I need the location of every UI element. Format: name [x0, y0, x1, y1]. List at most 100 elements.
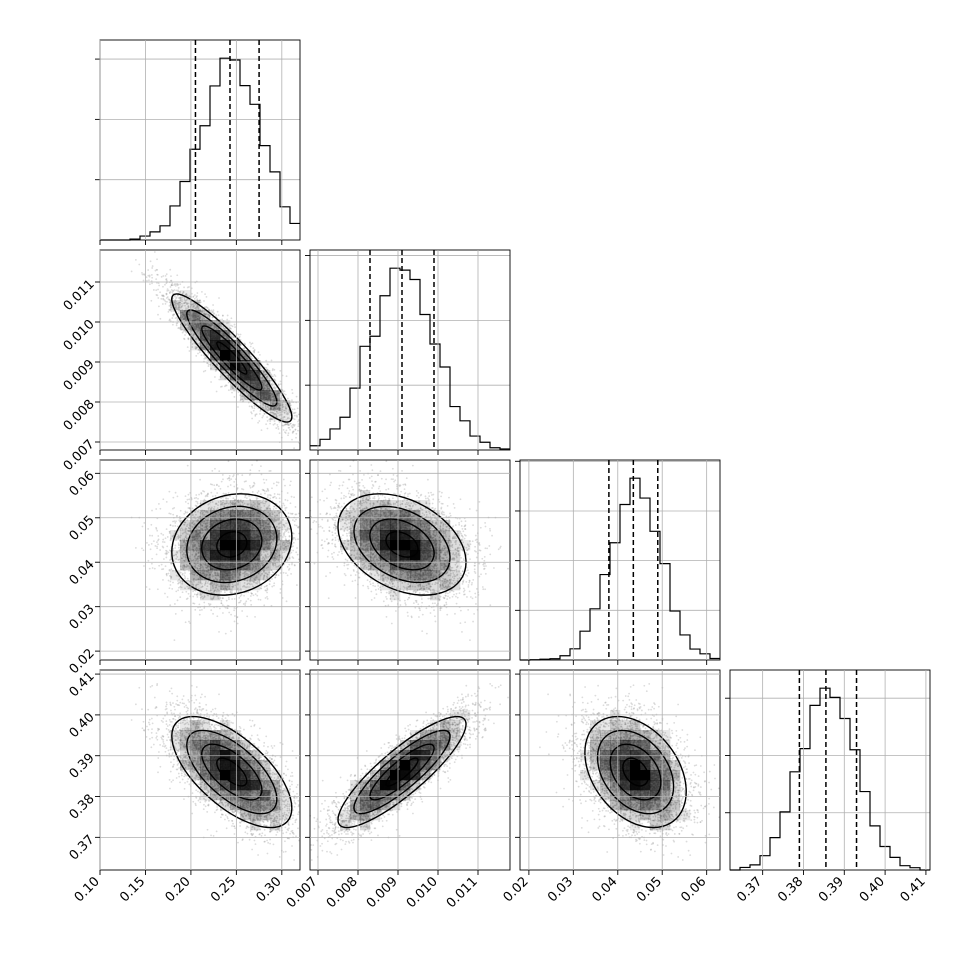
sample-point [151, 274, 153, 276]
sample-point [273, 424, 275, 426]
sample-point [271, 360, 273, 362]
sample-point [283, 429, 285, 431]
sample-point [149, 283, 151, 285]
sample-point [250, 356, 252, 358]
histogram-series-4 [730, 688, 930, 870]
sample-point [239, 336, 241, 338]
sample-point [265, 423, 267, 425]
sample-point [234, 326, 236, 328]
sample-point [266, 416, 268, 418]
sample-point [244, 604, 246, 606]
sample-point [294, 520, 296, 522]
sample-point [265, 360, 267, 362]
sample-point [272, 369, 274, 371]
sample-point [219, 608, 221, 610]
sample-point [295, 433, 297, 435]
sample-point [151, 277, 153, 279]
sample-point [178, 547, 180, 549]
sample-point [162, 286, 164, 288]
sample-point [293, 447, 295, 449]
sample-point [266, 363, 268, 365]
sample-point [177, 284, 179, 286]
sample-point [222, 314, 224, 316]
sample-point [254, 405, 256, 407]
sample-point [247, 598, 249, 600]
sample-point [150, 300, 152, 302]
sample-point [258, 470, 260, 472]
sample-point [289, 429, 291, 431]
sample-point [151, 283, 153, 285]
sample-point [278, 428, 280, 430]
density-cell [190, 320, 200, 330]
sample-point [254, 407, 256, 409]
sample-point [296, 415, 298, 417]
sample-point [162, 275, 164, 277]
sample-point [286, 430, 288, 432]
sample-point [284, 390, 286, 392]
sample-point [234, 396, 236, 398]
sample-point [176, 274, 178, 276]
sample-point [262, 415, 264, 417]
sample-point [195, 355, 197, 357]
sample-point [292, 408, 294, 410]
sample-point [228, 389, 230, 391]
sample-point [265, 597, 267, 599]
sample-point [169, 269, 171, 271]
sample-point [171, 280, 173, 282]
sample-point [258, 420, 260, 422]
sample-point [199, 351, 201, 353]
sample-point [179, 283, 181, 285]
sample-point [203, 300, 205, 302]
sample-point [169, 319, 171, 321]
sample-point [178, 313, 180, 315]
sample-point [143, 273, 145, 275]
sample-point [166, 273, 168, 275]
sample-point [131, 271, 133, 273]
sample-point [158, 285, 160, 287]
x-tick-label: 0.41 [898, 874, 929, 905]
sample-point [161, 276, 163, 278]
density-cell [230, 370, 240, 380]
sample-point [188, 350, 190, 352]
sample-point [169, 292, 171, 294]
sample-point [252, 347, 254, 349]
sample-point [267, 420, 269, 422]
sample-point [284, 431, 286, 433]
sample-point [177, 320, 179, 322]
y-tick-label: 0.010 [61, 317, 98, 354]
sample-point [211, 309, 213, 311]
sample-point [277, 426, 279, 428]
sample-point [251, 406, 253, 408]
sample-point [231, 335, 233, 337]
sample-point [184, 334, 186, 336]
sample-point [146, 276, 148, 278]
sample-point [297, 407, 299, 409]
sample-point [292, 431, 294, 433]
sample-point [295, 412, 297, 414]
sample-point [228, 460, 230, 462]
sample-point [168, 311, 170, 313]
sample-point [230, 317, 232, 319]
sample-point [170, 286, 172, 288]
sample-point [227, 315, 229, 317]
sample-point [234, 324, 236, 326]
sample-point [204, 370, 206, 372]
sample-point [171, 291, 173, 293]
sample-point [156, 294, 158, 296]
sample-point [199, 479, 201, 481]
density-cell [230, 360, 240, 370]
sample-point [165, 301, 167, 303]
sample-point [182, 332, 184, 334]
sample-point [170, 275, 172, 277]
histogram-series-1 [100, 58, 300, 240]
sample-point [163, 558, 165, 560]
sample-point [237, 623, 239, 625]
sample-point [158, 282, 160, 284]
sample-point [150, 260, 152, 262]
sample-point [276, 424, 278, 426]
x-tick-label: 0.39 [816, 874, 847, 905]
sample-point [291, 439, 293, 441]
sample-point [276, 485, 278, 487]
sample-point [157, 297, 159, 299]
sample-point [181, 610, 183, 612]
